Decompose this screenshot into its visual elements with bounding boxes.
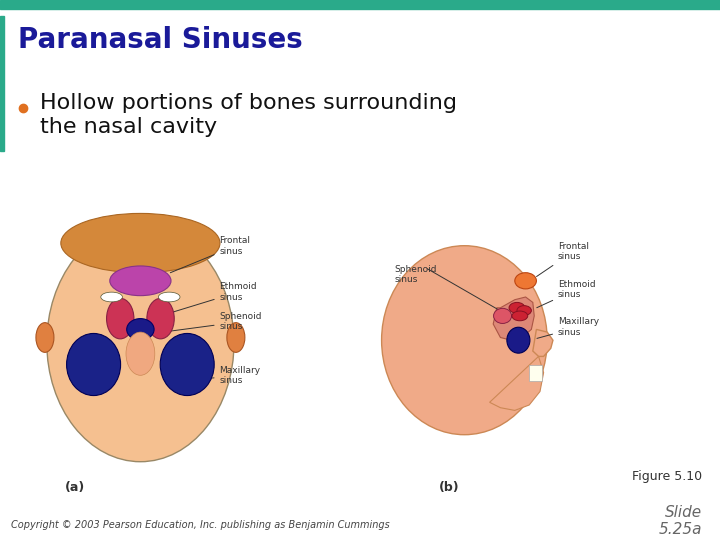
Text: Slide
5.25a: Slide 5.25a bbox=[659, 505, 702, 537]
Text: Sphenoid
sinus: Sphenoid sinus bbox=[395, 265, 437, 284]
Ellipse shape bbox=[110, 266, 171, 296]
Ellipse shape bbox=[60, 213, 220, 273]
Polygon shape bbox=[533, 329, 553, 356]
Text: (b): (b) bbox=[439, 481, 460, 494]
Text: Ethmoid
sinus: Ethmoid sinus bbox=[172, 282, 257, 312]
Ellipse shape bbox=[382, 246, 547, 435]
Text: the nasal cavity: the nasal cavity bbox=[40, 117, 217, 137]
Ellipse shape bbox=[147, 298, 174, 339]
Ellipse shape bbox=[158, 292, 180, 302]
Ellipse shape bbox=[67, 333, 121, 395]
Ellipse shape bbox=[101, 292, 122, 302]
Ellipse shape bbox=[126, 332, 155, 375]
Text: Maxillary
sinus: Maxillary sinus bbox=[212, 366, 261, 386]
Ellipse shape bbox=[36, 322, 54, 352]
Text: Sphenoid
sinus: Sphenoid sinus bbox=[158, 312, 262, 333]
Ellipse shape bbox=[107, 298, 134, 339]
Text: Frontal
sinus: Frontal sinus bbox=[171, 237, 251, 273]
Bar bbox=[529, 364, 542, 381]
Polygon shape bbox=[490, 356, 544, 410]
Ellipse shape bbox=[227, 322, 245, 352]
Ellipse shape bbox=[512, 311, 528, 321]
Text: Ethmoid
sinus: Ethmoid sinus bbox=[536, 280, 595, 308]
Text: Hollow portions of bones surrounding: Hollow portions of bones surrounding bbox=[40, 92, 456, 113]
Text: Maxillary
sinus: Maxillary sinus bbox=[537, 318, 599, 339]
Ellipse shape bbox=[517, 306, 531, 315]
Ellipse shape bbox=[494, 308, 511, 323]
Text: (a): (a) bbox=[65, 481, 85, 494]
Bar bbox=[0, 16, 4, 151]
Text: Copyright © 2003 Pearson Education, Inc. publishing as Benjamin Cummings: Copyright © 2003 Pearson Education, Inc.… bbox=[11, 520, 390, 530]
Ellipse shape bbox=[515, 273, 536, 289]
Bar bbox=[0, 0, 720, 9]
Ellipse shape bbox=[127, 319, 154, 340]
Ellipse shape bbox=[161, 333, 215, 395]
Ellipse shape bbox=[507, 327, 530, 353]
Text: Figure 5.10: Figure 5.10 bbox=[632, 470, 702, 483]
Text: Paranasal Sinuses: Paranasal Sinuses bbox=[18, 26, 302, 55]
Ellipse shape bbox=[47, 224, 234, 462]
Ellipse shape bbox=[509, 302, 525, 313]
Text: Frontal
sinus: Frontal sinus bbox=[536, 242, 589, 276]
Polygon shape bbox=[493, 297, 534, 340]
